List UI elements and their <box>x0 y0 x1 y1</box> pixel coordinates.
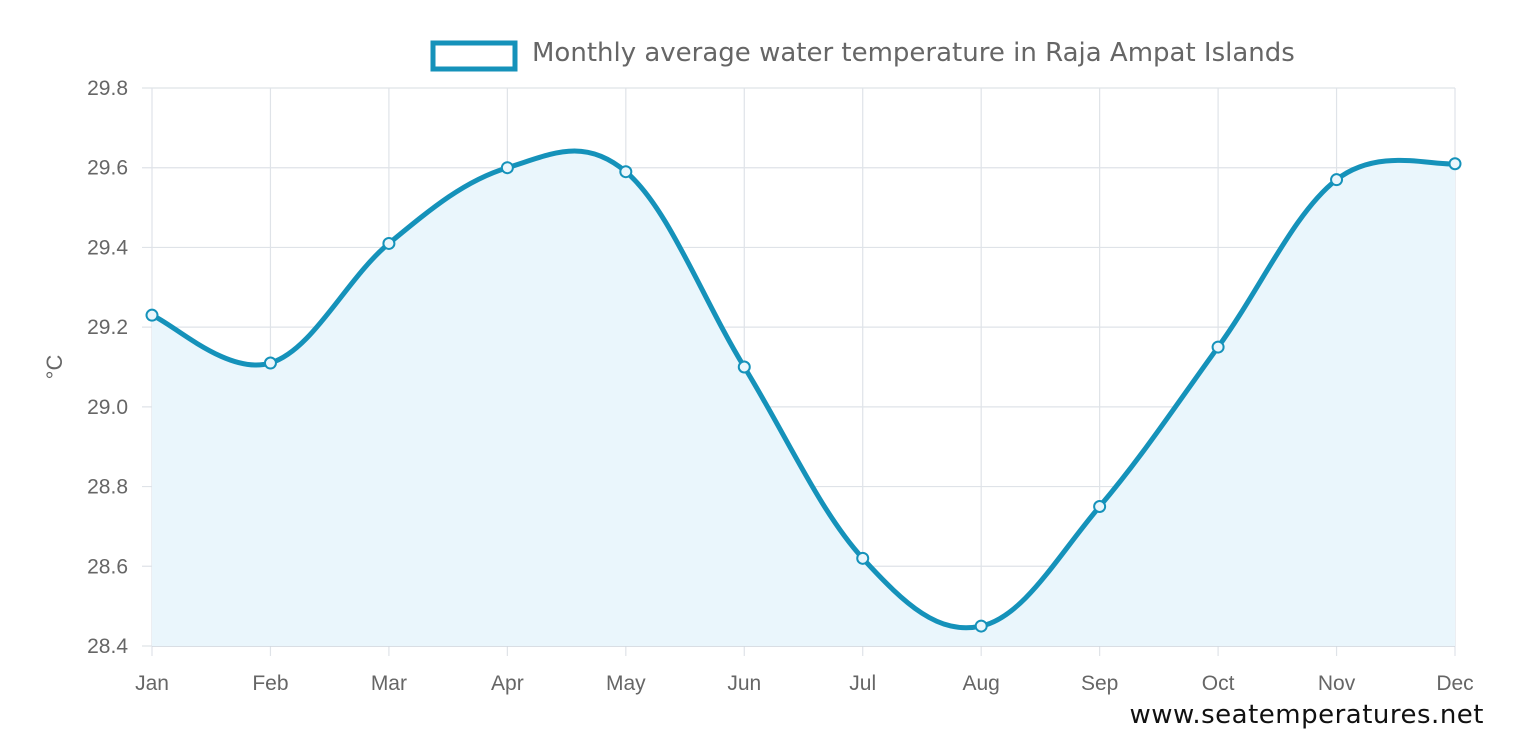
data-point-apr[interactable] <box>500 161 514 175</box>
y-tick-label: 29.0 <box>87 396 128 419</box>
data-point-sep[interactable] <box>1093 500 1107 513</box>
data-point-jul[interactable] <box>856 551 870 565</box>
x-tick-label: Mar <box>371 672 407 695</box>
data-point-jan[interactable] <box>145 308 159 322</box>
x-tick-label: Apr <box>491 672 524 695</box>
x-tick-label: Feb <box>252 672 288 695</box>
data-point-may[interactable] <box>619 165 633 179</box>
legend-swatch[interactable] <box>430 40 518 72</box>
y-tick-label: 28.4 <box>87 635 128 658</box>
x-tick-label: Aug <box>962 672 999 695</box>
data-points-layer <box>145 157 1462 633</box>
watermark-text: www.seatemperatures.net <box>1129 700 1484 730</box>
data-point-dec[interactable] <box>1448 157 1462 171</box>
y-tick-label: 29.4 <box>87 236 128 259</box>
x-tick-label: Dec <box>1436 672 1473 695</box>
x-tick-label: Jan <box>135 672 169 695</box>
data-point-mar[interactable] <box>382 236 396 250</box>
x-tick-label: Nov <box>1318 672 1356 695</box>
y-tick-label: 29.8 <box>87 77 128 100</box>
x-tick-label: May <box>606 672 646 695</box>
data-point-feb[interactable] <box>263 356 277 370</box>
y-tick-label: 29.6 <box>87 157 128 180</box>
x-axis-ticks: Jan Feb Mar Apr May Jun Jul Aug Sep Oct Nov Dec <box>135 672 1474 695</box>
legend[interactable]: Monthly average water temperature in Raj… <box>430 38 1295 72</box>
y-axis-title: °C <box>42 355 67 380</box>
data-point-jun[interactable] <box>737 360 751 374</box>
x-tick-label: Oct <box>1202 672 1235 695</box>
y-tick-label: 28.6 <box>87 555 128 578</box>
series-area-fill <box>152 151 1455 646</box>
y-tick-label: 29.2 <box>87 316 128 339</box>
x-tick-label: Jul <box>849 672 876 695</box>
area-fill-layer <box>152 151 1455 646</box>
legend-label[interactable]: Monthly average water temperature in Raj… <box>532 38 1295 68</box>
y-axis-ticks: 29.8 29.6 29.4 29.2 29.0 28.8 28.6 28.4 <box>87 77 128 658</box>
data-point-nov[interactable] <box>1330 173 1344 187</box>
data-point-aug[interactable] <box>974 619 988 633</box>
y-tick-label: 28.8 <box>87 476 128 499</box>
data-point-oct[interactable] <box>1211 340 1225 354</box>
x-tick-label: Jun <box>727 672 761 695</box>
x-tick-label: Sep <box>1081 672 1118 695</box>
